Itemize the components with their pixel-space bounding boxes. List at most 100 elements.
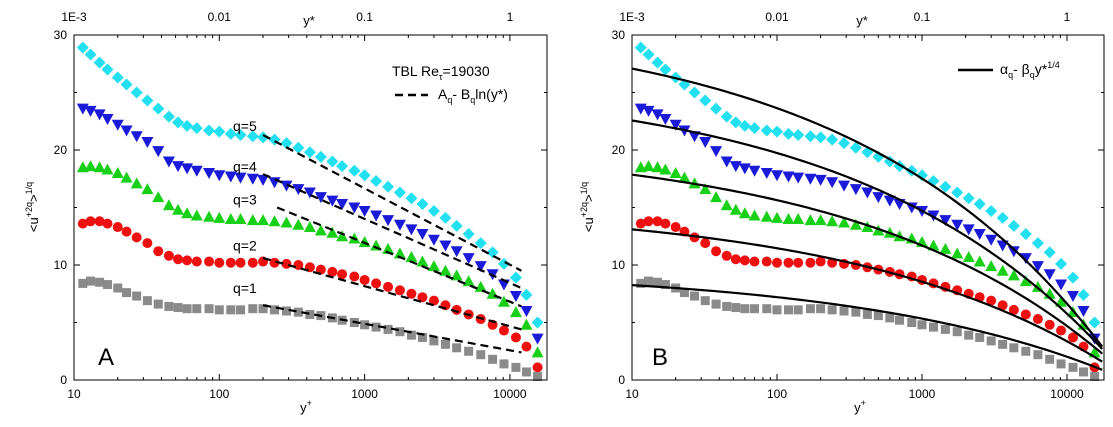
legend: TBL Reτ=19030 Aq- Bqln(y*) <box>392 63 508 105</box>
data-point <box>634 41 647 54</box>
data-point <box>305 309 315 319</box>
data-point <box>895 315 905 325</box>
data-point <box>804 214 817 226</box>
data-point <box>359 274 370 285</box>
data-point <box>141 94 154 107</box>
data-point <box>417 292 428 303</box>
data-point <box>1068 362 1078 372</box>
data-point <box>915 169 928 182</box>
data-point <box>293 260 304 270</box>
data-point <box>268 177 281 189</box>
data-point <box>740 304 750 314</box>
data-point <box>439 240 452 252</box>
data-point <box>533 372 543 382</box>
data-point <box>190 122 203 135</box>
annotation-q: q=2 <box>233 238 257 254</box>
data-point <box>406 288 417 299</box>
data-point <box>84 160 97 172</box>
data-point <box>248 304 258 314</box>
data-point <box>721 250 732 261</box>
data-point <box>246 130 259 143</box>
fit-curve <box>631 173 1103 355</box>
data-point <box>660 218 671 229</box>
data-point <box>224 127 237 140</box>
data-point <box>406 330 416 340</box>
data-point <box>451 304 462 315</box>
data-point <box>141 183 154 195</box>
data-point <box>975 332 985 342</box>
data-point <box>783 305 793 315</box>
data-point <box>101 163 114 175</box>
data-point <box>815 256 826 267</box>
data-point <box>1066 291 1079 303</box>
data-point <box>113 283 123 293</box>
data-point <box>635 218 646 229</box>
top-tick-label: 1 <box>1064 10 1071 24</box>
x-tick-label: 10000 <box>1050 387 1084 401</box>
data-point <box>182 304 192 314</box>
data-point <box>236 305 246 315</box>
data-point <box>130 86 143 99</box>
data-point <box>358 169 371 182</box>
data-point <box>393 247 406 259</box>
fit-curve <box>631 284 1103 371</box>
data-point <box>748 165 761 177</box>
data-point <box>84 105 97 117</box>
data-point <box>531 346 544 358</box>
data-point <box>427 234 440 246</box>
data-point <box>652 216 663 227</box>
data-point <box>358 236 371 247</box>
data-point <box>710 146 723 158</box>
data-point <box>1045 354 1055 364</box>
y-tick-label: 20 <box>612 143 626 157</box>
data-point <box>928 322 938 332</box>
annotation-q: q=5 <box>233 118 257 134</box>
data-point <box>1020 309 1031 320</box>
data-point <box>314 192 327 204</box>
data-point <box>1077 306 1090 317</box>
data-point <box>191 256 202 267</box>
data-point <box>722 301 732 311</box>
plot-frame <box>631 34 1105 381</box>
data-point <box>720 110 733 123</box>
data-point <box>130 177 143 189</box>
data-point <box>659 113 672 125</box>
data-point <box>405 250 418 262</box>
data-point <box>93 109 106 121</box>
data-point <box>132 291 142 301</box>
series-q5 <box>76 41 544 329</box>
data-point <box>861 221 874 233</box>
data-point <box>203 124 216 137</box>
data-point <box>130 131 143 143</box>
data-point <box>337 269 348 280</box>
data-point <box>1044 319 1055 330</box>
data-point <box>270 305 280 315</box>
data-point <box>679 288 689 298</box>
data-point <box>509 306 522 318</box>
data-point <box>805 304 815 314</box>
data-point <box>153 299 163 309</box>
data-point <box>748 209 761 221</box>
data-point <box>872 192 885 204</box>
data-point <box>1019 227 1032 240</box>
data-point <box>326 155 339 168</box>
data-point <box>826 133 839 146</box>
data-point <box>749 256 760 267</box>
x-tick-label: 1000 <box>351 387 378 401</box>
data-point <box>690 291 700 301</box>
data-point <box>986 295 997 306</box>
data-point <box>164 301 174 311</box>
data-point <box>1021 346 1031 356</box>
data-point <box>532 362 543 373</box>
data-point <box>474 280 487 292</box>
y-tick-label: 30 <box>54 28 68 42</box>
data-point <box>521 341 532 352</box>
data-point <box>141 136 154 148</box>
data-point <box>152 102 165 115</box>
top-tick-label: 1E-3 <box>61 10 87 24</box>
data-point <box>203 210 216 222</box>
fit-line-dashed <box>262 173 522 290</box>
fit-line-dashed <box>276 206 522 308</box>
data-point <box>669 167 682 178</box>
data-point <box>464 346 474 356</box>
